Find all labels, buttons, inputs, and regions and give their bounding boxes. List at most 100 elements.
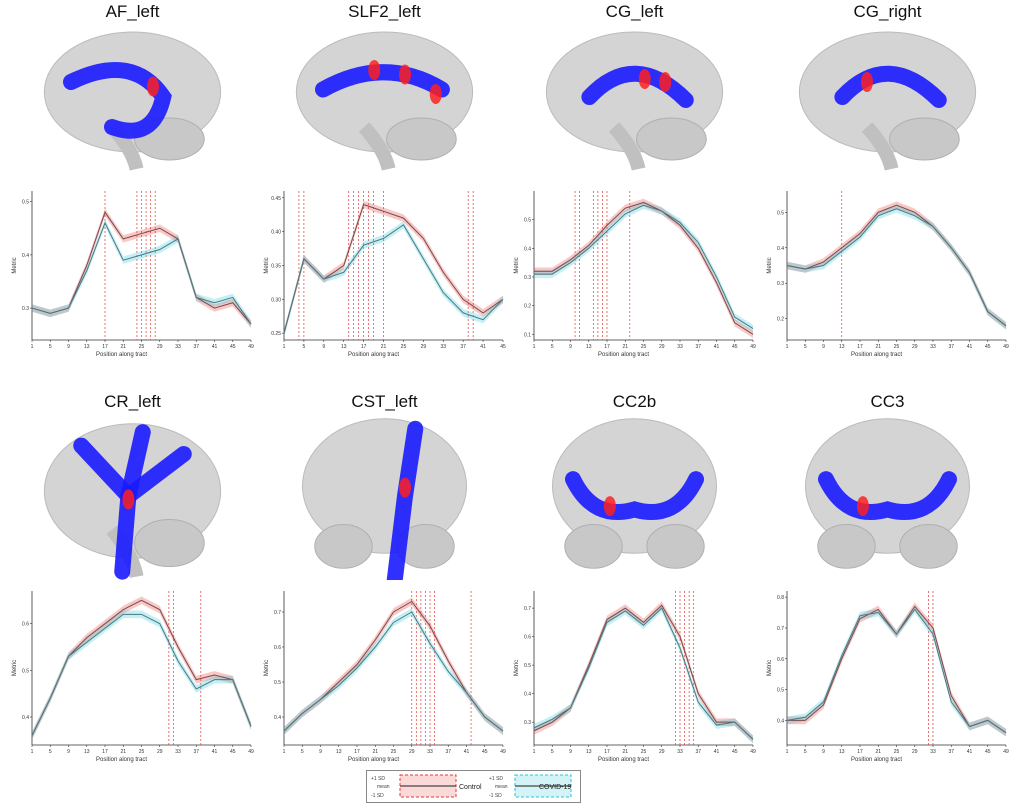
- y-tick-label: 0.2: [777, 317, 784, 323]
- x-tick-label: 33: [175, 749, 181, 755]
- brain-render-5: [302, 418, 467, 580]
- cerebellum-shape: [636, 117, 707, 161]
- temporal-lobe-left: [817, 524, 876, 569]
- significant-segment-0: [368, 60, 381, 80]
- temporal-lobe-left: [314, 524, 373, 569]
- legend-control-mean: mean: [377, 784, 390, 790]
- chart-7: 1 5 9 13 17 21 25 29 33 37 41 45 49 0.4 0.5 0.6 0.7 0.8 Me…: [767, 591, 1009, 763]
- tract-fiber-0: [63, 62, 172, 139]
- x-tick-label: 33: [427, 749, 433, 755]
- y-tick-label: 0.5: [22, 668, 29, 674]
- legend-control-lower: -1 SD: [371, 793, 384, 799]
- legend: +1 SD mean -1 SD Control +1 SD mean -1 S…: [366, 770, 581, 803]
- x-tick-label: 9: [319, 749, 322, 755]
- x-tick-label: 5: [804, 344, 807, 350]
- x-axis-label: Position along tract: [348, 757, 399, 763]
- x-axis-label: Position along tract: [598, 757, 649, 763]
- x-tick-label: 49: [1003, 749, 1009, 755]
- temporal-lobe-right: [646, 524, 705, 569]
- x-tick-label: 49: [750, 344, 756, 350]
- x-tick-label: 33: [930, 344, 936, 350]
- y-tick-label: 0.5: [777, 210, 784, 216]
- x-tick-label: 37: [695, 344, 701, 350]
- x-tick-label: 5: [49, 749, 52, 755]
- cerebellum-shape: [889, 117, 960, 161]
- y-tick-label: 0.5: [777, 688, 784, 694]
- x-tick-label: 25: [641, 344, 647, 350]
- x-axis-label: Position along tract: [96, 757, 147, 763]
- y-axis-label: Metric: [514, 257, 520, 273]
- y-tick-label: 0.7: [777, 626, 784, 632]
- tract-fiber-0: [834, 65, 947, 108]
- x-tick-label: 13: [84, 749, 90, 755]
- mean-line-covid: [533, 607, 754, 740]
- x-tick-label: 29: [659, 749, 665, 755]
- brainstem-shape: [358, 122, 396, 171]
- y-axis-label: Metric: [767, 660, 773, 676]
- y-tick-label: 0.3: [777, 281, 784, 287]
- tract-fiber-2: [120, 446, 192, 504]
- x-tick-label: 33: [440, 344, 446, 350]
- brain-silhouette: [302, 418, 467, 554]
- x-tick-label: 41: [464, 749, 470, 755]
- mean-line-covid: [534, 204, 754, 329]
- x-tick-label: 1: [283, 749, 286, 755]
- sd-band-covid: [787, 205, 1006, 330]
- x-tick-label: 1: [533, 749, 536, 755]
- x-tick-label: 33: [677, 344, 683, 350]
- x-tick-label: 29: [409, 749, 415, 755]
- x-tick-label: 21: [622, 749, 628, 755]
- y-axis-label: Metric: [12, 257, 18, 273]
- x-tick-label: 29: [659, 344, 665, 350]
- mean-line-covid: [31, 221, 252, 325]
- x-tick-label: 13: [586, 344, 592, 350]
- y-tick-label: 0.8: [777, 595, 784, 601]
- mean-line-covid: [786, 208, 1007, 327]
- sd-band-covid: [534, 201, 753, 333]
- significant-segment-0: [122, 489, 135, 510]
- y-tick-label: 0.4: [524, 692, 531, 698]
- x-tick-label: 37: [948, 344, 954, 350]
- mean-line-control: [787, 605, 1007, 734]
- y-axis-label: Metric: [264, 257, 270, 273]
- tract-fiber-0: [818, 471, 957, 520]
- sd-band-covid: [32, 219, 251, 328]
- brain-render-0: [43, 31, 222, 171]
- brain-render-2: [545, 31, 724, 171]
- x-axis-label: Position along tract: [348, 352, 399, 358]
- x-tick-label: 25: [401, 344, 407, 350]
- x-tick-label: 49: [1003, 344, 1009, 350]
- tract-bundle: [73, 424, 192, 580]
- brain-render-4: [43, 423, 222, 580]
- cerebellum-shape: [134, 519, 205, 568]
- x-axis-label: Position along tract: [851, 352, 902, 358]
- y-tick-label: 0.45: [271, 196, 281, 202]
- x-tick-label: 1: [31, 344, 34, 350]
- x-tick-label: 41: [967, 344, 973, 350]
- panel-title-2: CG_left: [605, 2, 664, 21]
- y-tick-label: 0.4: [274, 715, 281, 721]
- legend-control-label: Control: [459, 784, 482, 791]
- x-tick-label: 5: [551, 344, 554, 350]
- x-tick-label: 1: [533, 344, 536, 350]
- temporal-lobe-right: [899, 524, 958, 569]
- x-tick-label: 17: [102, 344, 108, 350]
- x-tick-label: 1: [31, 749, 34, 755]
- significant-segment-0: [638, 69, 651, 89]
- tract-bundle: [386, 420, 424, 580]
- legend-control-upper: +1 SD: [371, 776, 385, 782]
- x-tick-label: 37: [445, 749, 451, 755]
- x-tick-label: 45: [500, 344, 506, 350]
- x-tick-label: 49: [750, 749, 756, 755]
- x-tick-label: 45: [482, 749, 488, 755]
- tract-fiber-0: [581, 65, 694, 108]
- brain-silhouette: [805, 418, 970, 554]
- x-tick-label: 21: [875, 749, 881, 755]
- x-tick-label: 17: [354, 749, 360, 755]
- y-tick-label: 0.2: [524, 304, 531, 310]
- x-tick-label: 1: [786, 344, 789, 350]
- y-axis-label: Metric: [767, 257, 773, 273]
- sd-band-covid: [787, 605, 1006, 737]
- y-tick-label: 0.6: [22, 622, 29, 628]
- brain-render-3: [798, 31, 977, 171]
